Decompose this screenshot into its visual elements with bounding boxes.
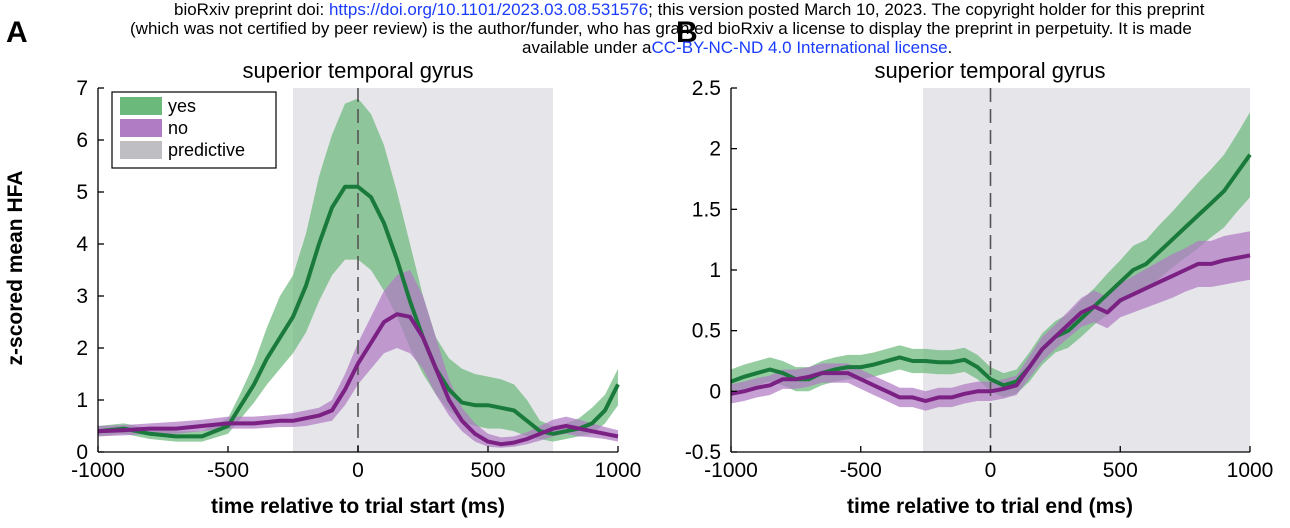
legend-swatch-yes	[120, 97, 162, 115]
panel-b-ticks: -1000 -500 0 500 1000 -0.5 0 0.5 1 1.5 2 2.5	[685, 77, 1274, 482]
panel-b-xlabel: time relative to trial end (ms)	[847, 495, 1133, 518]
legend-swatch-no	[120, 119, 162, 137]
legend-swatch-predictive	[120, 141, 162, 159]
panel-a-legend: yes no predictive	[111, 91, 277, 169]
panel-b: B -1000 -500 0 500 1000 -0.5 0 0.5 1 1.5 2 2.5 supe…	[676, 16, 1273, 518]
x-tick-label: 1000	[1227, 459, 1274, 482]
series-line-no	[730, 253, 1251, 403]
y-tick-label: 1.5	[692, 198, 721, 221]
y-tick-label: 2.5	[692, 77, 721, 100]
panel-a-ticks: -1000 -500 0 500 1000 0 1 2 3 4 5 6 7	[71, 77, 641, 482]
x-tick-label: -500	[840, 459, 882, 482]
legend-label-yes: yes	[168, 96, 196, 116]
y-tick-label: 3	[76, 285, 88, 308]
doi-link[interactable]: https://doi.org/10.1101/2023.03.08.53157…	[328, 0, 649, 19]
series-line-no	[97, 312, 619, 447]
panel-a-bands	[98, 98, 618, 448]
panel-a-lines	[97, 184, 620, 447]
x-tick-label: 1000	[595, 459, 642, 482]
preprint-banner: bioRxiv preprint doi: https://doi.org/10…	[0, 0, 1290, 70]
band-no	[731, 231, 1250, 411]
license-link[interactable]: CC-BY-NC-ND 4.0 International license	[651, 38, 948, 57]
panel-b-bands	[731, 112, 1250, 411]
y-tick-label: 1	[76, 389, 88, 412]
x-tick-label: 500	[1103, 459, 1138, 482]
panel-b-lines	[730, 153, 1252, 403]
banner-line-1-suffix: ; this version posted March 10, 2023. Th…	[648, 0, 1205, 19]
y-tick-label: 7	[76, 77, 88, 100]
y-tick-label: 0	[76, 441, 88, 464]
legend-label-no: no	[168, 118, 188, 138]
panel-a-letter: A	[6, 16, 28, 49]
y-tick-label: 5	[76, 181, 88, 204]
banner-line-2: (which was not certified by peer review)…	[130, 19, 1192, 38]
banner-line-1: bioRxiv preprint doi: https://doi.org/10…	[174, 0, 1204, 20]
legend-label-predictive: predictive	[168, 140, 245, 160]
panel-a-title: superior temporal gyrus	[242, 58, 473, 83]
x-tick-label: 500	[470, 459, 505, 482]
x-tick-label: 0	[985, 459, 997, 482]
y-tick-label: -0.5	[685, 441, 721, 464]
y-tick-label: 0	[709, 380, 721, 403]
band-no	[98, 270, 618, 448]
y-tick-label: 2	[76, 337, 88, 360]
panel-b-letter: B	[676, 16, 698, 49]
panel-a-ylabel: z-scored mean HFA	[4, 171, 27, 366]
y-tick-label: 2	[709, 138, 721, 161]
x-tick-label: -500	[207, 459, 249, 482]
y-tick-label: 6	[76, 129, 88, 152]
band-yes	[731, 112, 1250, 398]
y-tick-label: 4	[76, 233, 88, 256]
y-tick-label: 0.5	[692, 320, 721, 343]
y-tick-label: 1	[709, 259, 721, 282]
banner-line-3: available under aCC-BY-NC-ND 4.0 Interna…	[522, 38, 952, 58]
panel-a-xlabel: time relative to trial start (ms)	[211, 495, 505, 518]
panel-b-title: superior temporal gyrus	[874, 58, 1105, 83]
banner-line-3-prefix: available under a	[522, 38, 652, 57]
banner-line-1-prefix: bioRxiv preprint doi:	[174, 0, 329, 19]
x-tick-label: -1000	[704, 459, 758, 482]
banner-line-3-suffix: .	[947, 38, 953, 57]
band-yes	[98, 98, 618, 442]
panel-a: A -1000 -500 0 500 1000 0 1 2 3 4 5 6 7 superior tem…	[4, 16, 641, 518]
x-tick-label: -1000	[71, 459, 125, 482]
x-tick-label: 0	[352, 459, 364, 482]
